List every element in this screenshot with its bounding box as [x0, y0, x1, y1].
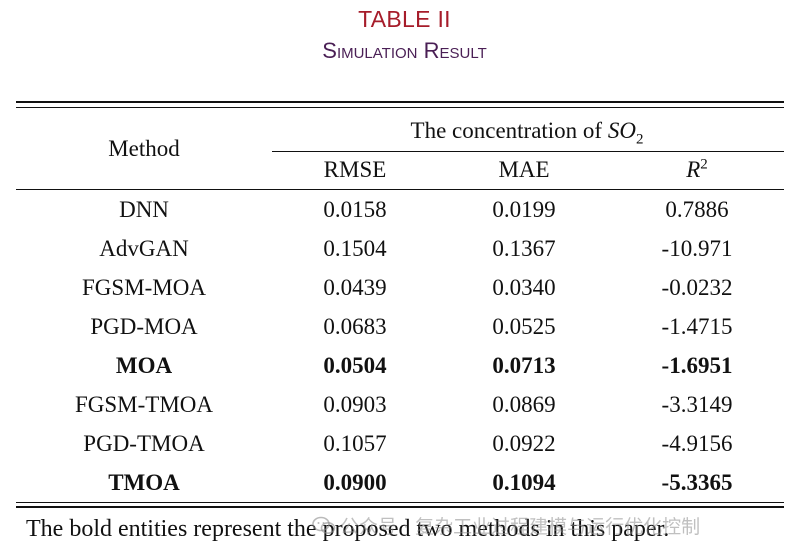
column-header-r2-symbol: R: [686, 157, 701, 182]
group-header: The concentration of SO2: [270, 117, 784, 148]
group-header-prefix: The concentration of: [410, 118, 608, 143]
method-header: Method: [108, 136, 180, 161]
method-cell: PGD-TMOA: [83, 431, 205, 456]
mae-cell: 0.0713: [492, 353, 556, 378]
mae-cell: 0.0340: [492, 275, 556, 300]
mae-cell: 0.1094: [492, 470, 556, 495]
column-header-rmse: RMSE: [323, 157, 387, 182]
bottom-rule-thick: [16, 506, 784, 508]
group-header-subscript: 2: [635, 131, 644, 148]
rmse-cell: 0.1504: [323, 236, 387, 261]
r2-cell: -10.971: [661, 236, 733, 261]
mae-cell: 0.0525: [492, 314, 556, 339]
method-cell: TMOA: [108, 470, 180, 495]
group-header-species: SO: [607, 118, 636, 143]
top-rule-thick: [16, 101, 784, 103]
r2-cell: -1.6951: [661, 353, 733, 378]
r2-cell: -3.3149: [661, 392, 733, 417]
table-footnote: The bold entities represent the proposed…: [26, 516, 670, 542]
rmse-cell: 0.1057: [323, 431, 387, 456]
header-rule: [16, 189, 784, 190]
group-header-rule: [272, 151, 784, 152]
bottom-rule-thin: [16, 502, 784, 503]
method-cell: AdvGAN: [99, 236, 189, 261]
method-cell: FGSM-TMOA: [74, 392, 214, 417]
rmse-cell: 0.0903: [323, 392, 387, 417]
method-cell: MOA: [115, 353, 173, 378]
mae-cell: 0.0869: [492, 392, 556, 417]
column-header-r2-superscript: 2: [700, 156, 708, 173]
column-header-mae: MAE: [498, 157, 550, 182]
top-rule-thin: [16, 107, 784, 108]
watermark-text: 公众号 · 复杂工业过程建模与运行优化控制: [340, 516, 701, 538]
rmse-cell: 0.0439: [323, 275, 387, 300]
method-cell: DNN: [119, 197, 169, 222]
watermark: 公众号 · 复杂工业过程建模与运行优化控制: [312, 512, 700, 539]
mae-cell: 0.0922: [492, 431, 556, 456]
r2-cell: -0.0232: [661, 275, 733, 300]
r2-cell: -1.4715: [661, 314, 733, 339]
table-title: Simulation Result: [322, 38, 487, 63]
column-header-r2: R2: [627, 156, 767, 184]
method-cell: FGSM-MOA: [82, 275, 206, 300]
rmse-cell: 0.0683: [323, 314, 387, 339]
rmse-cell: 0.0900: [323, 470, 387, 495]
r2-cell: -5.3365: [661, 470, 733, 495]
rmse-cell: 0.0504: [323, 353, 387, 378]
wechat-icon: [312, 516, 336, 534]
mae-cell: 0.1367: [492, 236, 556, 261]
r2-cell: 0.7886: [665, 197, 729, 222]
rmse-cell: 0.0158: [323, 197, 387, 222]
r2-cell: -4.9156: [661, 431, 733, 456]
method-cell: PGD-MOA: [90, 314, 198, 339]
mae-cell: 0.0199: [492, 197, 556, 222]
table-label: TABLE II: [358, 6, 451, 32]
